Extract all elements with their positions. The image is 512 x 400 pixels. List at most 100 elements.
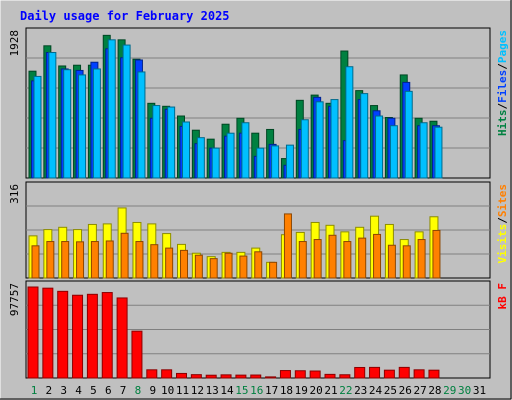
x-tick-label: 17 xyxy=(265,384,278,397)
bar-sites xyxy=(150,244,159,279)
bar-pages xyxy=(48,52,57,179)
x-tick-label: 28 xyxy=(428,384,441,397)
bar-sites xyxy=(269,261,278,279)
bar-sites xyxy=(135,241,144,279)
chart-title: Daily usage for February 2025 xyxy=(20,9,230,23)
bar-kbf xyxy=(146,369,158,379)
bar-pages xyxy=(285,144,294,179)
bar-kbf xyxy=(398,366,410,379)
bar-pages xyxy=(137,71,146,179)
bar-pages xyxy=(315,101,324,179)
x-tick-label: 19 xyxy=(295,384,308,397)
bar-sites xyxy=(90,241,99,279)
y-axis-max-label: 316 xyxy=(8,184,21,204)
x-tick-label: 23 xyxy=(354,384,367,397)
x-tick-label: 29 xyxy=(443,384,456,397)
bar-sites xyxy=(328,234,337,279)
bar-kbf xyxy=(86,293,98,379)
bar-sites xyxy=(313,239,322,279)
bar-kbf xyxy=(176,372,187,379)
bar-sites xyxy=(432,229,441,279)
legend-pages: Pages xyxy=(496,30,509,63)
bar-kbf xyxy=(42,287,54,379)
bar-pages xyxy=(375,115,384,179)
bar-sites xyxy=(180,249,188,279)
x-tick-label: 12 xyxy=(191,384,204,397)
bar-pages xyxy=(404,90,413,179)
bar-kbf xyxy=(369,366,381,379)
bar-kbf xyxy=(324,373,336,379)
x-tick-label: 1 xyxy=(31,384,38,397)
bar-pages xyxy=(167,106,176,179)
x-tick-label: 20 xyxy=(310,384,323,397)
bar-sites xyxy=(61,241,70,279)
y-axis-labels: 1928 316 97757 xyxy=(8,30,21,316)
bar-sites xyxy=(194,254,203,279)
legend: Hits/Files/Pages xyxy=(496,30,509,136)
bar-sites xyxy=(46,241,55,279)
bar-kbf xyxy=(354,366,366,379)
bar-kbf xyxy=(235,374,247,379)
x-tick-label: 5 xyxy=(90,384,97,397)
x-tick-label: 8 xyxy=(135,384,142,397)
legend-visits: Visits xyxy=(496,224,509,264)
bar-sites xyxy=(165,247,174,279)
legend-hits: Hits xyxy=(496,110,509,137)
y-axis-max-label: 97757 xyxy=(8,283,21,316)
bar-pages xyxy=(92,68,101,179)
bar-kbf xyxy=(116,297,128,379)
bar-pages xyxy=(33,75,42,179)
bar-kbf xyxy=(101,292,113,379)
bar-sites xyxy=(76,241,85,279)
x-tick-label: 2 xyxy=(46,384,53,397)
bar-pages xyxy=(360,93,369,179)
bar-sites xyxy=(239,255,248,279)
bar-kbf xyxy=(220,374,232,379)
x-tick-label: 14 xyxy=(220,384,234,397)
bar-kbf xyxy=(279,370,291,379)
bar-kbf xyxy=(294,370,306,379)
legend-separator: / xyxy=(496,63,509,70)
x-tick-label: 10 xyxy=(161,384,174,397)
x-tick-label: 3 xyxy=(60,384,67,397)
bar-kbf xyxy=(131,330,143,379)
bar-sites xyxy=(387,244,396,279)
bar-pages xyxy=(419,122,428,179)
x-tick-label: 16 xyxy=(250,384,263,397)
bar-kbf xyxy=(57,290,69,379)
bar-kbf xyxy=(190,374,202,379)
x-tick-label: 7 xyxy=(120,384,127,397)
bar-sites xyxy=(224,252,233,279)
bar-sites xyxy=(343,241,352,279)
bar-kbf xyxy=(413,369,425,379)
bar-pages xyxy=(330,99,339,179)
panels xyxy=(25,27,491,379)
bar-sites xyxy=(209,258,218,279)
bar-kbf xyxy=(27,286,39,379)
bar-sites xyxy=(254,251,263,279)
bar-pages xyxy=(107,39,116,179)
x-tick-label: 9 xyxy=(149,384,156,397)
x-tick-label: 13 xyxy=(206,384,219,397)
x-tick-label: 22 xyxy=(339,384,352,397)
x-tick-label: 18 xyxy=(280,384,293,397)
bar-kbf xyxy=(383,369,395,379)
bar-pages xyxy=(196,137,205,179)
bar-kbf xyxy=(205,374,217,379)
x-tick-label: 31 xyxy=(473,384,486,397)
bar-pages xyxy=(78,74,87,179)
bar-sites xyxy=(417,239,426,279)
bar-pages xyxy=(182,121,190,179)
bar-pages xyxy=(226,132,235,179)
bar-kbf xyxy=(250,374,262,379)
bar-pages xyxy=(241,122,250,179)
bar-kbf xyxy=(309,370,321,379)
legend-separator: / xyxy=(496,217,509,224)
bar-kbf xyxy=(428,369,440,379)
bar-kbf xyxy=(339,374,351,379)
legend-files: Files xyxy=(496,70,509,103)
x-tick-label: 26 xyxy=(399,384,412,397)
